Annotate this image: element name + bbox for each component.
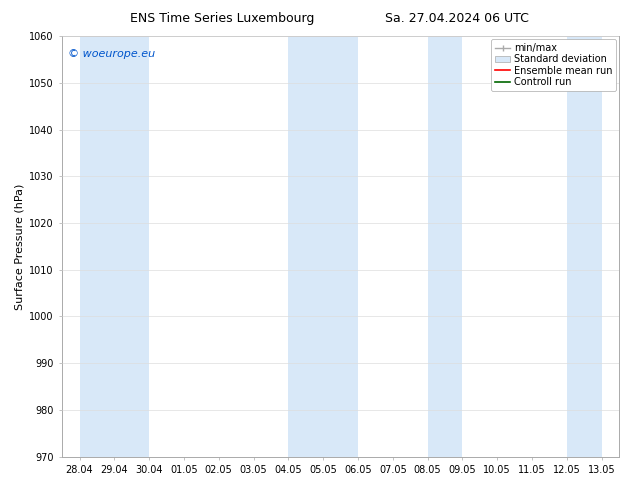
Bar	[567, 36, 602, 457]
Text: © woeurope.eu: © woeurope.eu	[68, 49, 155, 59]
Bar	[427, 36, 462, 457]
Bar	[288, 36, 358, 457]
Y-axis label: Surface Pressure (hPa): Surface Pressure (hPa)	[15, 183, 25, 310]
Legend: min/max, Standard deviation, Ensemble mean run, Controll run: min/max, Standard deviation, Ensemble me…	[491, 39, 616, 91]
Bar	[79, 36, 149, 457]
Text: ENS Time Series Luxembourg: ENS Time Series Luxembourg	[130, 12, 314, 25]
Text: Sa. 27.04.2024 06 UTC: Sa. 27.04.2024 06 UTC	[385, 12, 528, 25]
